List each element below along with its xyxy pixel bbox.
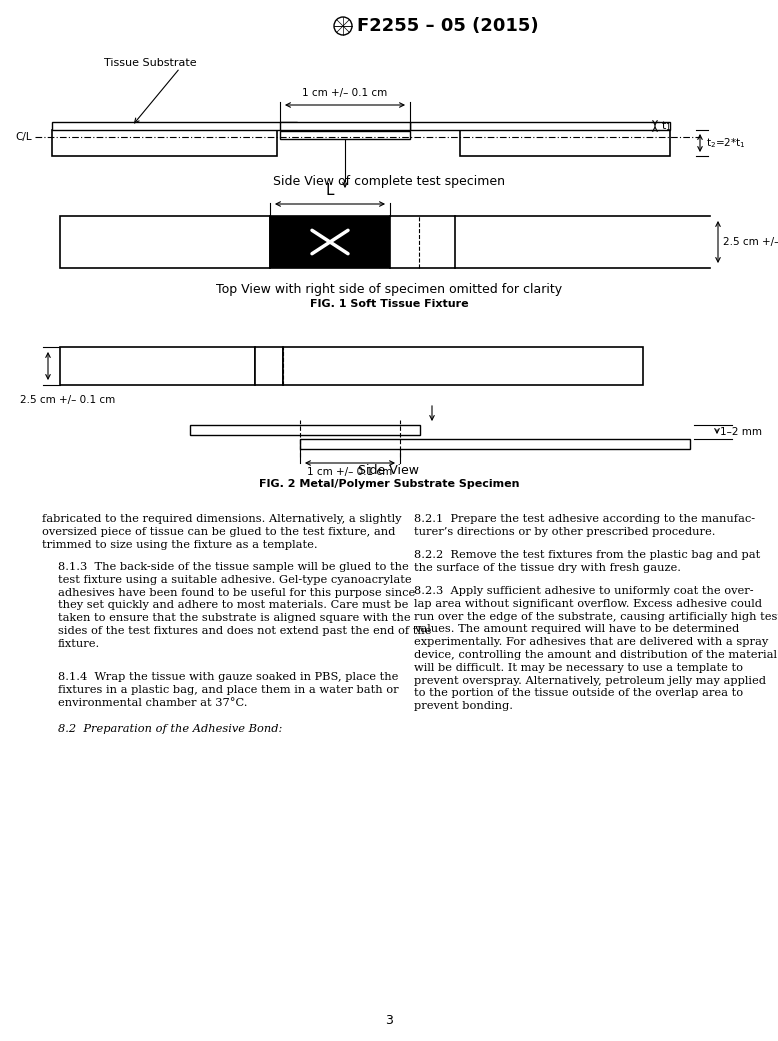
Text: C/L: C/L — [16, 132, 32, 142]
Text: fabricated to the required dimensions. Alternatively, a slightly
oversized piece: fabricated to the required dimensions. A… — [42, 514, 401, 550]
Bar — [300, 439, 690, 449]
Bar — [270, 215, 390, 268]
Text: 1 cm +/– 0.1 cm: 1 cm +/– 0.1 cm — [303, 88, 387, 98]
Bar — [52, 130, 277, 156]
Text: Side View: Side View — [359, 464, 419, 478]
Text: F2255 – 05 (2015): F2255 – 05 (2015) — [357, 17, 538, 35]
Bar — [280, 131, 410, 139]
Text: 2.5 cm +/– 0.1 cm: 2.5 cm +/– 0.1 cm — [723, 237, 778, 247]
Text: Top View with right side of specimen omitted for clarity: Top View with right side of specimen omi… — [216, 282, 562, 296]
Text: 8.1.3  The back-side of the tissue sample will be glued to the
test fixture usin: 8.1.3 The back-side of the tissue sample… — [58, 562, 432, 649]
Text: 8.2.1  Prepare the test adhesive according to the manufac-
turer’s directions or: 8.2.1 Prepare the test adhesive accordin… — [414, 514, 755, 537]
Text: 8.2  Preparation of the Adhesive Bond:: 8.2 Preparation of the Adhesive Bond: — [58, 723, 282, 734]
Text: 1 cm +/– 0.1 cm: 1 cm +/– 0.1 cm — [307, 467, 393, 477]
Text: FIG. 1 Soft Tissue Fixture: FIG. 1 Soft Tissue Fixture — [310, 299, 468, 309]
Bar — [283, 347, 643, 385]
Bar — [460, 130, 670, 156]
Text: 8.1.4  Wrap the tissue with gauze soaked in PBS, place the
fixtures in a plastic: 8.1.4 Wrap the tissue with gauze soaked … — [58, 672, 398, 708]
Bar — [52, 122, 297, 130]
Bar — [60, 347, 255, 385]
Bar — [410, 122, 670, 130]
Text: FIG. 2 Metal/Polymer Substrate Specimen: FIG. 2 Metal/Polymer Substrate Specimen — [259, 479, 519, 489]
Text: 1–2 mm: 1–2 mm — [720, 427, 762, 437]
Bar — [190, 425, 420, 435]
Text: L: L — [326, 183, 335, 198]
Text: t$_2$=2*t$_1$: t$_2$=2*t$_1$ — [706, 136, 746, 150]
Bar — [280, 122, 410, 130]
Text: Side View of complete test specimen: Side View of complete test specimen — [273, 175, 505, 187]
Text: 8.2.3  Apply sufficient adhesive to uniformly coat the over-
lap area without si: 8.2.3 Apply sufficient adhesive to unifo… — [414, 586, 778, 711]
Text: Tissue Substrate: Tissue Substrate — [103, 58, 196, 68]
Bar — [390, 215, 455, 268]
Bar — [255, 347, 283, 385]
Text: t$_1$: t$_1$ — [661, 119, 671, 133]
Bar — [60, 215, 270, 268]
Text: 2.5 cm +/– 0.1 cm: 2.5 cm +/– 0.1 cm — [20, 395, 115, 405]
Text: 3: 3 — [385, 1015, 393, 1027]
Text: 8.2.2  Remove the test fixtures from the plastic bag and pat
the surface of the : 8.2.2 Remove the test fixtures from the … — [414, 550, 760, 573]
